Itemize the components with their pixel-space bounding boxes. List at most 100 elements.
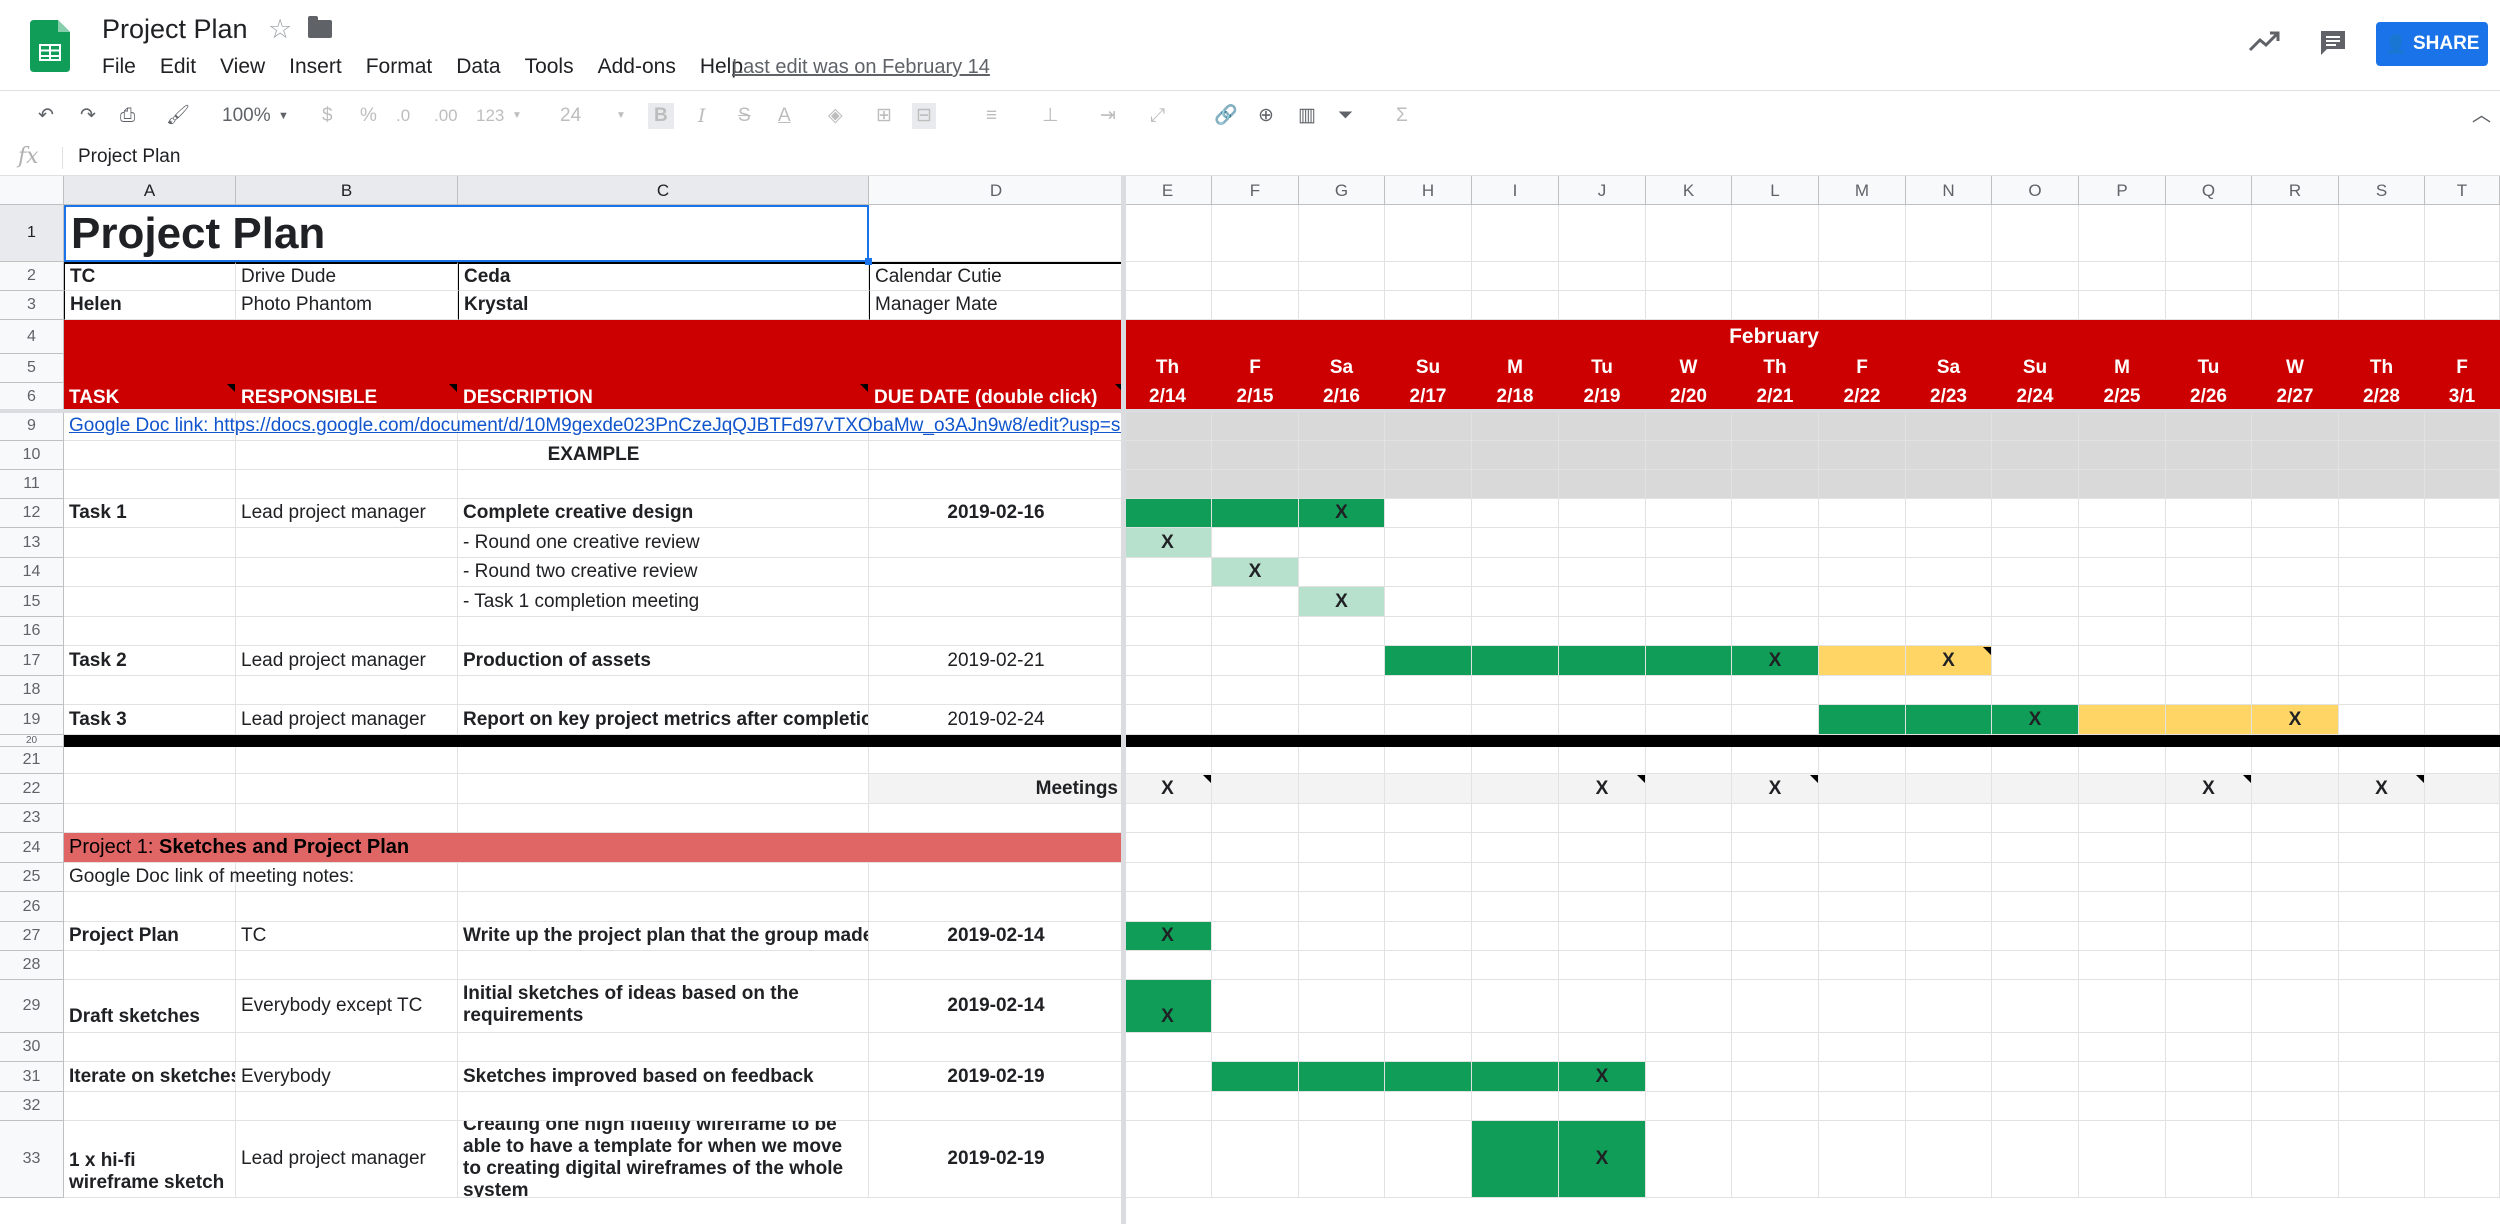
select-all-corner[interactable] [0, 176, 64, 205]
grid-cell[interactable] [1559, 205, 1646, 262]
example-label[interactable]: EXAMPLE [64, 441, 1124, 470]
grid-cell[interactable] [1992, 558, 2079, 587]
align-horizontal-icon[interactable]: ≡ [986, 105, 998, 126]
grid-cell[interactable] [236, 951, 458, 980]
separator-bar[interactable] [2079, 735, 2166, 747]
gantt-mark[interactable]: X [1732, 774, 1819, 804]
shaded-cell[interactable] [1385, 441, 1472, 470]
grid-cell[interactable] [2166, 863, 2252, 892]
gantt-mark[interactable]: X [1299, 587, 1385, 617]
grid-cell[interactable] [1819, 1121, 1906, 1198]
grid-cell[interactable] [1212, 863, 1299, 892]
grid-cell[interactable] [1299, 1121, 1385, 1198]
header-fill[interactable] [64, 354, 236, 383]
date-header[interactable]: 3/1 [2425, 383, 2500, 412]
shaded-cell[interactable] [1559, 412, 1646, 441]
grid-cell[interactable] [2166, 205, 2252, 262]
grid-cell[interactable] [1212, 747, 1299, 774]
header-fill[interactable] [236, 320, 458, 354]
grid-cell[interactable] [1646, 1092, 1732, 1121]
grid-cell[interactable] [2339, 804, 2425, 833]
shaded-cell[interactable] [1124, 441, 1212, 470]
grid-cell[interactable] [1559, 291, 1646, 320]
shaded-cell[interactable] [1906, 412, 1992, 441]
grid-cell[interactable] [1385, 705, 1472, 735]
grid-cell[interactable] [1559, 705, 1646, 735]
grid-cell[interactable] [1819, 892, 1906, 922]
separator-bar[interactable] [1472, 735, 1559, 747]
column-header-a[interactable]: A [64, 176, 236, 205]
grid-cell[interactable] [1124, 646, 1212, 676]
grid-cell[interactable] [1212, 587, 1299, 617]
meeting-notes-label[interactable]: Google Doc link of meeting notes: [64, 863, 869, 892]
grid-cell[interactable] [2166, 262, 2252, 291]
grid-cell[interactable] [2166, 1062, 2252, 1092]
task-responsible[interactable]: Everybody except TC [236, 980, 458, 1033]
zoom-select[interactable]: 100% [222, 105, 271, 126]
column-header-f[interactable]: F [1212, 176, 1299, 205]
grid-cell[interactable] [2252, 646, 2339, 676]
project-header[interactable]: Project 1: Sketches and Project Plan [64, 833, 1124, 863]
grid-cell[interactable] [1385, 587, 1472, 617]
shaded-cell[interactable] [1212, 412, 1299, 441]
header-fill[interactable] [458, 320, 869, 354]
grid-cell[interactable] [2252, 980, 2339, 1033]
grid-cell[interactable] [869, 892, 1124, 922]
grid-cell[interactable] [2252, 833, 2339, 863]
grid-cell[interactable] [2425, 291, 2500, 320]
grid-cell[interactable] [1646, 676, 1732, 705]
grid-cell[interactable] [1906, 558, 1992, 587]
row-header-16[interactable]: 16 [0, 617, 64, 646]
date-header[interactable]: 2/22 [1819, 383, 1906, 412]
grid-cell[interactable] [1124, 1092, 1212, 1121]
grid-cell[interactable] [1299, 646, 1385, 676]
filter-icon[interactable]: ⏷ [1338, 105, 1354, 126]
grid-cell[interactable] [1212, 804, 1299, 833]
grid-cell[interactable] [2079, 558, 2166, 587]
grid-cell[interactable] [2339, 617, 2425, 646]
grid-cell[interactable] [2252, 262, 2339, 291]
grid-cell[interactable] [1732, 892, 1819, 922]
grid-cell[interactable] [1385, 1033, 1472, 1062]
grid-cell[interactable] [1559, 499, 1646, 528]
grid-cell[interactable] [2252, 1092, 2339, 1121]
grid-cell[interactable] [1385, 1121, 1472, 1198]
gantt-mark[interactable]: X [1559, 1062, 1646, 1092]
weekday-header[interactable]: Sa [1299, 354, 1385, 383]
grid-cell[interactable] [1992, 528, 2079, 558]
grid-cell[interactable] [869, 1033, 1124, 1062]
row-header-6[interactable]: 6 [0, 383, 64, 412]
grid-cell[interactable] [1906, 951, 1992, 980]
grid-cell[interactable] [1819, 262, 1906, 291]
gantt-mark[interactable]: X [1124, 774, 1212, 804]
team-member-name[interactable]: Ceda [458, 262, 869, 291]
task-name[interactable]: Iterate on sketches [64, 1062, 236, 1092]
grid-cell[interactable] [2166, 1092, 2252, 1121]
grid-cell[interactable] [2339, 1062, 2425, 1092]
grid-cell[interactable] [1819, 587, 1906, 617]
gantt-bar-cell[interactable] [1472, 1062, 1559, 1092]
task-column-header[interactable]: TASK [64, 383, 236, 412]
meeting-cell[interactable] [1472, 774, 1559, 804]
grid-cell[interactable] [1992, 1033, 2079, 1062]
grid-cell[interactable] [1385, 558, 1472, 587]
weekday-header[interactable]: M [1472, 354, 1559, 383]
shaded-cell[interactable] [1472, 441, 1559, 470]
date-header[interactable]: 2/16 [1299, 383, 1385, 412]
grid-cell[interactable] [869, 470, 1124, 499]
meeting-cell[interactable] [1299, 774, 1385, 804]
insert-comment-icon[interactable]: ⊕ [1258, 105, 1274, 126]
grid-cell[interactable] [1212, 980, 1299, 1033]
team-member-name[interactable]: Helen [64, 291, 236, 320]
row-header-20[interactable]: 20 [0, 735, 64, 747]
bold-button[interactable]: B [648, 103, 674, 129]
grid-cell[interactable] [2252, 587, 2339, 617]
grid-cell[interactable] [869, 587, 1124, 617]
grid-cell[interactable] [1646, 804, 1732, 833]
shaded-cell[interactable] [2252, 412, 2339, 441]
grid-cell[interactable] [458, 951, 869, 980]
grid-cell[interactable] [2339, 705, 2425, 735]
grid-cell[interactable] [64, 617, 236, 646]
grid-cell[interactable] [2339, 676, 2425, 705]
shaded-cell[interactable] [1646, 412, 1732, 441]
